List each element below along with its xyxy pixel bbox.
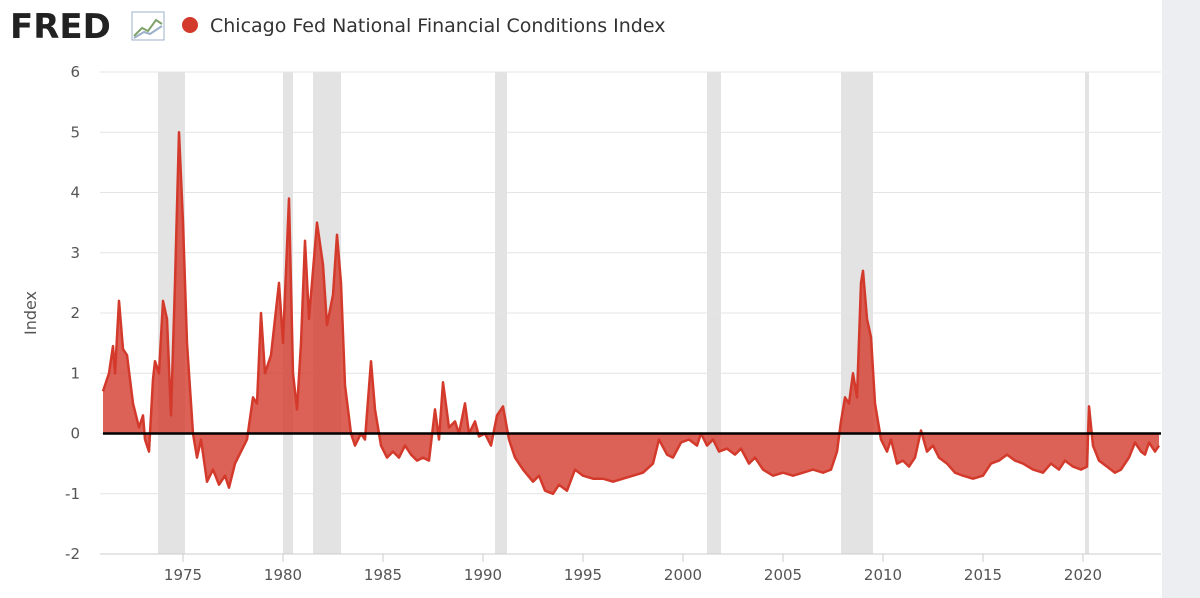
side-panel <box>1162 0 1200 598</box>
y-axis-label: Index <box>21 291 40 335</box>
x-tick-label: 2015 <box>964 566 1002 584</box>
area-fill <box>103 132 1159 494</box>
x-tick-label: 1980 <box>264 566 302 584</box>
x-tick-label: 2010 <box>864 566 902 584</box>
y-tick-label: 2 <box>70 304 80 322</box>
plot <box>100 71 1161 562</box>
y-tick-label: 6 <box>70 63 80 81</box>
x-tick-label: 1990 <box>464 566 502 584</box>
y-tick-label: 4 <box>70 184 80 202</box>
y-tick-label: 0 <box>70 425 80 443</box>
x-tick-label: 1975 <box>164 566 202 584</box>
y-tick-label: -2 <box>65 545 80 563</box>
y-tick-label: 1 <box>70 364 80 382</box>
x-tick-label: 2000 <box>664 566 702 584</box>
legend-swatch <box>182 17 198 33</box>
x-tick-label: 1995 <box>564 566 602 584</box>
y-tick-label: -1 <box>65 485 80 503</box>
logo-icon <box>131 11 165 41</box>
x-tick-label: 1985 <box>364 566 402 584</box>
legend-label: Chicago Fed National Financial Condition… <box>210 15 665 37</box>
y-tick-label: 3 <box>70 244 80 262</box>
x-tick-label: 2005 <box>764 566 802 584</box>
y-tick-label: 5 <box>70 123 80 141</box>
logo: FRED <box>10 7 111 47</box>
x-tick-label: 2020 <box>1064 566 1102 584</box>
series-line <box>101 131 1161 496</box>
